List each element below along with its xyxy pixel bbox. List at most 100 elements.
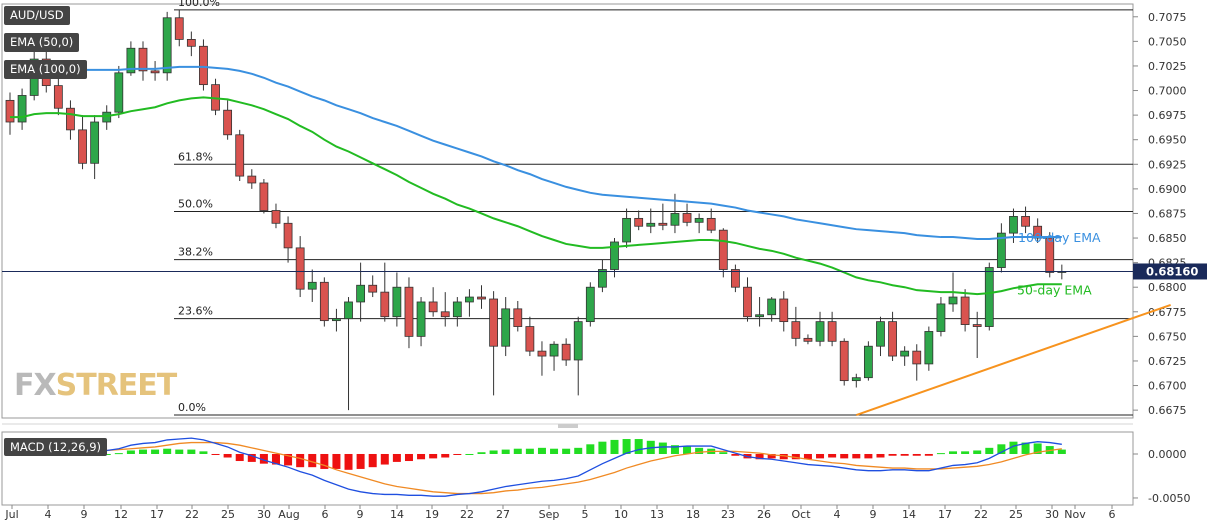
candle [537,341,547,376]
candle [90,115,100,180]
ema50-annotation: 50-day EMA [1017,282,1092,297]
macd-histogram-bar [1033,443,1042,454]
candle [743,277,752,322]
x-tick-label: 5 [582,508,589,521]
candle-body [247,175,257,184]
candle-body [186,39,196,47]
macd-histogram-bar [985,447,994,454]
x-tick-label: 4 [45,508,52,521]
candle [162,11,172,81]
candle [598,259,607,293]
y-tick-label: 0.6725 [1148,355,1187,368]
ema50-legend-label: EMA (50,0) [4,33,80,52]
candle [1021,206,1030,234]
y-tick-label: 0.7075 [1148,11,1187,24]
macd-histogram-bar [598,441,607,454]
x-tick-label: 9 [870,508,877,521]
candle-body [646,222,656,227]
macd-histogram-bar [296,453,305,468]
candle-body [948,296,958,305]
candle [114,65,124,119]
candle-body [78,129,87,164]
y-tick-label: 0.6875 [1148,207,1187,220]
candle [658,203,668,231]
macd-histogram-bar [767,453,776,459]
candle [17,88,27,130]
fib-label: 23.6% [178,305,213,318]
macd-histogram-bar [658,442,667,454]
candle-body [66,107,75,131]
candle-body [1021,216,1030,227]
candle [900,346,910,366]
y-tick-label: 0.6700 [1148,380,1187,393]
candle-body [356,284,366,303]
macd-histogram-bar [924,453,933,456]
macd-histogram-bar [997,444,1006,454]
candle [150,61,160,81]
candle [851,373,861,388]
candle-body [150,70,160,74]
candle [622,208,631,248]
candle-body [489,298,499,347]
macd-histogram-bar [175,449,184,454]
macd-histogram-bar [151,449,160,454]
macd-histogram-bar [562,448,571,454]
macd-histogram-bar [199,451,208,454]
macd-histogram-bar [670,445,679,454]
candle [731,264,740,293]
fxstreet-logo: FXSTREET [14,368,177,403]
candle [755,297,764,327]
candle [863,341,873,381]
candle-body [960,296,970,325]
candle [888,311,897,361]
candle-body [114,72,124,113]
x-tick-label: 6 [322,508,329,521]
macd-histogram-bar [550,448,559,454]
candle [138,41,148,81]
candle-body [767,298,777,316]
candle [876,316,885,357]
candle-body [598,269,607,288]
candle-body [295,247,305,290]
macd-histogram-bar [634,439,643,454]
candle-body [235,134,245,177]
candle-body [174,17,184,40]
macd-legend-label: MACD (12,26,9) [4,438,107,456]
panel-resize-handle [558,424,578,428]
candle-body [465,296,474,303]
support-trendline [855,303,1171,416]
candle-body [658,222,668,226]
y-tick-label: 0.6775 [1148,306,1187,319]
candle [718,228,728,278]
macd-histogram-bar [513,448,522,454]
macd-histogram-bar [586,444,595,454]
ema100-line [9,65,1062,241]
candle-body [477,296,486,300]
macd-histogram-bar [187,449,196,454]
macd-histogram-bar [525,448,534,454]
macd-histogram-bar [936,453,945,455]
candle [573,316,583,396]
x-tick-label: 22 [460,508,474,521]
macd-histogram-bar [344,453,353,470]
candle [5,92,15,135]
macd-histogram-bar [392,453,401,462]
candle [815,311,825,347]
candle [779,291,789,332]
candle [996,223,1006,273]
candle-body [924,331,934,365]
candle [356,262,366,322]
macd-histogram-bar [271,453,280,465]
candle-body [126,47,136,74]
fib-label: 61.8% [178,150,213,163]
x-tick-label: 19 [425,508,439,521]
candle [235,129,245,182]
candle [380,262,390,322]
macd-histogram-bar [574,447,583,454]
y-tick-label: 0.6925 [1148,158,1187,171]
symbol-label: AUD/USD [4,6,70,25]
x-tick-label: 30 [257,508,271,521]
candle-body [344,301,353,320]
candle-body [791,321,801,339]
